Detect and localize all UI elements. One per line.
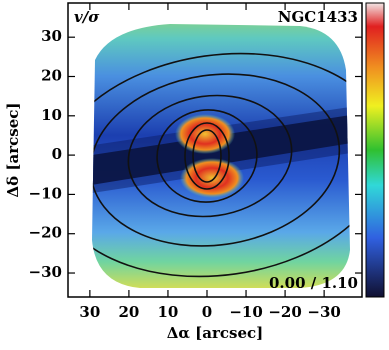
y-tick-label: −10 <box>29 184 62 202</box>
x-tick-label: 20 <box>118 303 139 321</box>
y-tick-label: 10 <box>41 106 62 124</box>
y-tick-label: −20 <box>29 224 62 242</box>
y-tick-label: 20 <box>41 67 62 85</box>
velocity-map <box>92 24 350 288</box>
plot-frame <box>67 2 363 298</box>
x-tick-label: −30 <box>307 303 340 321</box>
map-quantity: v/σ <box>74 8 100 26</box>
y-tick-label: 0 <box>52 145 62 163</box>
object-name: NGC1433 <box>278 8 358 26</box>
x-tick-label: 0 <box>202 303 212 321</box>
y-axis-label: Δδ [arcsec] <box>4 103 22 198</box>
x-tick-label: 30 <box>79 303 100 321</box>
x-tick-label: 10 <box>158 303 179 321</box>
x-tick-label: −10 <box>229 303 262 321</box>
y-tick-label: 30 <box>41 27 62 45</box>
colorbar <box>365 2 385 298</box>
color-range: 0.00 / 1.10 <box>269 274 358 292</box>
x-axis-label: Δα [arcsec] <box>167 324 263 342</box>
y-tick-label: −30 <box>29 263 62 281</box>
x-tick-label: −20 <box>268 303 301 321</box>
